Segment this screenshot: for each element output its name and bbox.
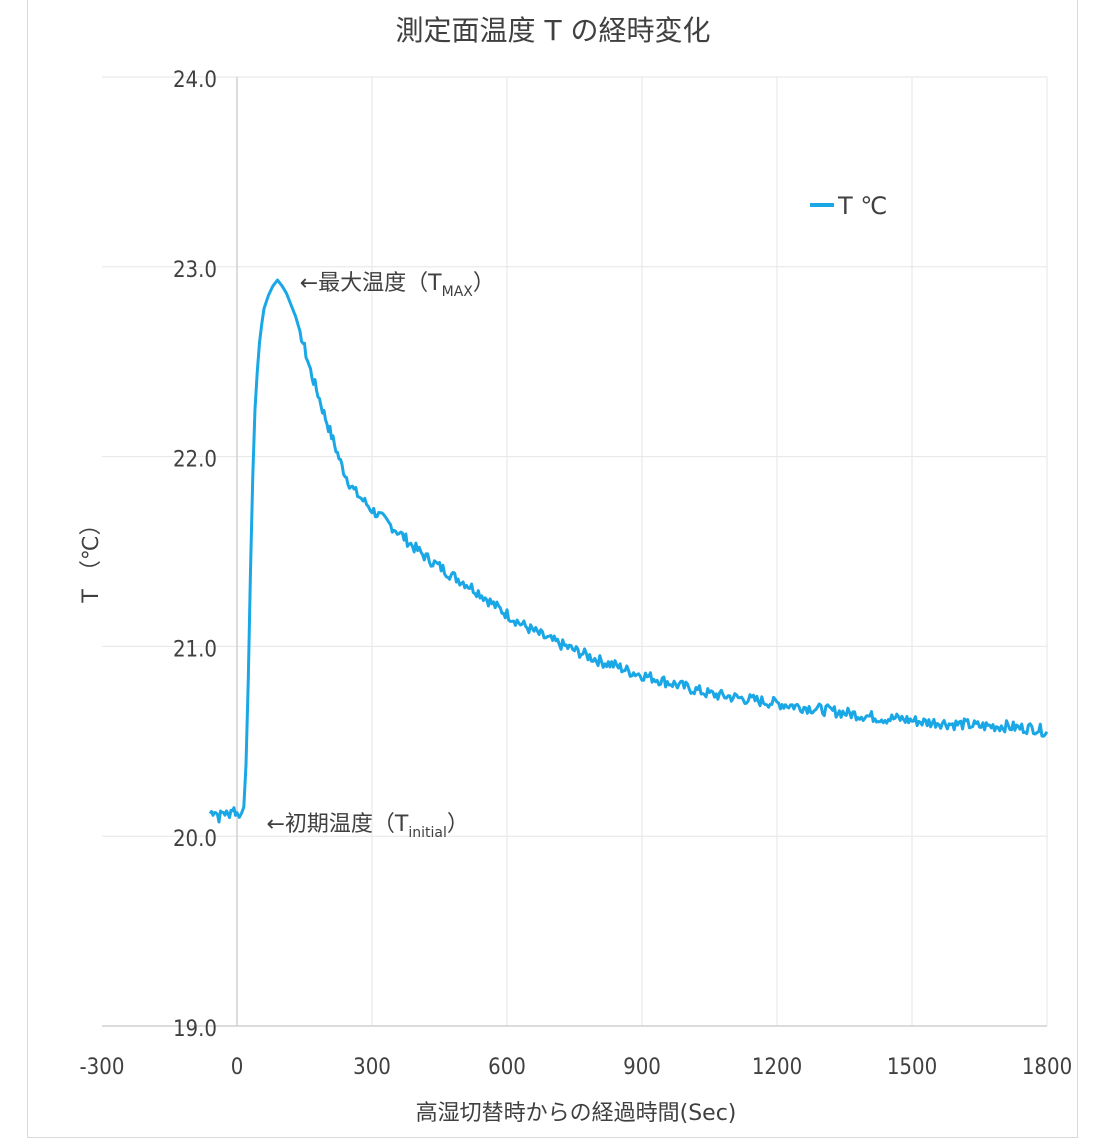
- x-tick-label: 1800: [1022, 1055, 1072, 1080]
- x-tick-label: 300: [353, 1055, 391, 1080]
- chart-title: 測定面温度 T の経時変化: [396, 14, 711, 47]
- axes: [102, 77, 1047, 1027]
- y-tick-label: 21.0: [173, 637, 217, 662]
- chart-frame: [27, 0, 1078, 1138]
- y-tick-label: 20.0: [173, 827, 217, 852]
- legend-label: T ℃: [837, 192, 887, 220]
- y-tick-label: 24.0: [173, 68, 217, 93]
- y-tick-label: 22.0: [173, 448, 217, 473]
- series-line: [208, 278, 1049, 824]
- legend: T ℃: [810, 192, 887, 220]
- x-tick-label: 0: [231, 1055, 244, 1080]
- annotation-tmax: ←最大温度（TMAX）: [300, 271, 495, 300]
- x-tick-label: 600: [488, 1055, 526, 1080]
- y-tick-label: 23.0: [173, 258, 217, 283]
- x-tick-label: 900: [623, 1055, 661, 1080]
- x-tick-label: -300: [80, 1055, 125, 1080]
- y-tick-label: 19.0: [173, 1017, 217, 1042]
- y-axis-label: T （℃）: [79, 513, 104, 603]
- annotations: ←最大温度（TMAX） ←初期温度（Tinitial）: [267, 271, 495, 841]
- gridlines: [102, 76, 1048, 1026]
- annotation-tinit: ←初期温度（Tinitial）: [267, 812, 469, 841]
- tick-labels: -300 0 300 600 900 1200 1500 1800 19.0 20.0 21.0 22…: [80, 68, 1073, 1080]
- x-axis-label: 高湿切替時からの経過時間(Sec): [416, 1101, 737, 1126]
- x-tick-label: 1200: [752, 1055, 802, 1080]
- x-tick-label: 1500: [887, 1055, 937, 1080]
